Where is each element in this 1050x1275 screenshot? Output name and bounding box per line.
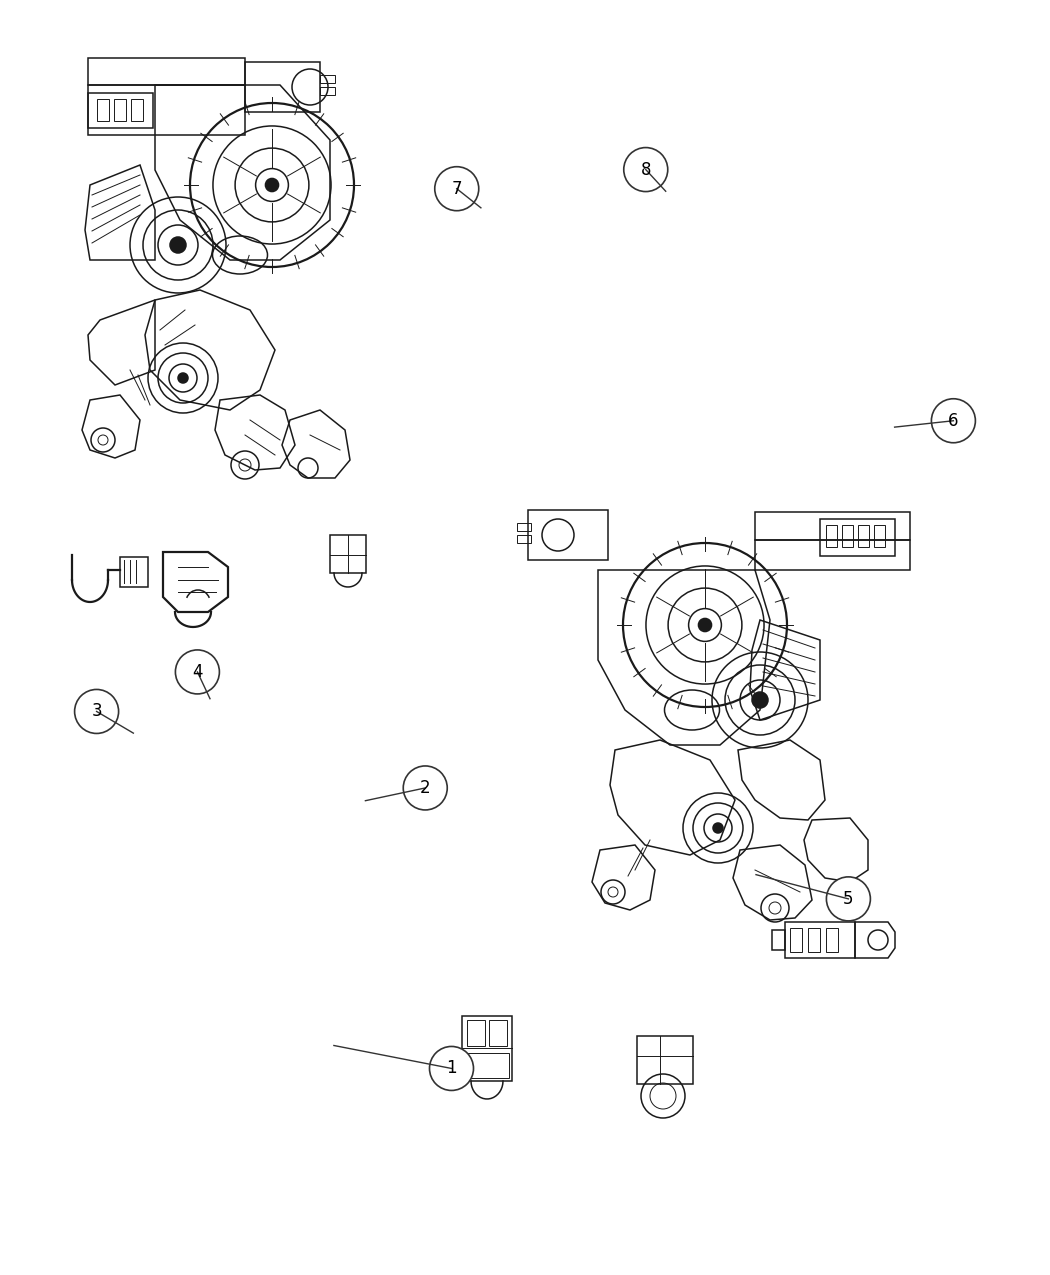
Circle shape: [75, 690, 119, 733]
Circle shape: [713, 822, 723, 833]
Bar: [330, 536, 366, 572]
Bar: [637, 1037, 693, 1084]
Bar: [842, 525, 853, 547]
Bar: [858, 525, 869, 547]
Circle shape: [175, 650, 219, 694]
Bar: [785, 922, 855, 958]
Bar: [465, 1053, 509, 1077]
Circle shape: [826, 877, 870, 921]
Bar: [114, 99, 126, 121]
Bar: [528, 510, 608, 560]
Bar: [808, 928, 820, 952]
Circle shape: [178, 374, 188, 382]
Bar: [245, 62, 320, 112]
Bar: [131, 99, 143, 121]
Text: 6: 6: [948, 412, 959, 430]
Circle shape: [435, 167, 479, 210]
Text: 2: 2: [420, 779, 430, 797]
Text: 3: 3: [91, 703, 102, 720]
Text: 7: 7: [452, 180, 462, 198]
Bar: [320, 75, 335, 83]
Bar: [462, 1016, 512, 1081]
Text: 4: 4: [192, 663, 203, 681]
Bar: [517, 523, 531, 530]
Bar: [820, 519, 895, 556]
Circle shape: [266, 179, 278, 191]
Circle shape: [624, 148, 668, 191]
Bar: [320, 87, 335, 96]
Text: 8: 8: [640, 161, 651, 179]
Bar: [790, 928, 802, 952]
Bar: [120, 557, 148, 586]
Bar: [88, 93, 153, 128]
Circle shape: [752, 692, 768, 708]
Circle shape: [170, 237, 186, 252]
Bar: [467, 1020, 485, 1045]
Bar: [97, 99, 109, 121]
Text: 1: 1: [446, 1060, 457, 1077]
Bar: [874, 525, 885, 547]
Bar: [489, 1020, 507, 1045]
Bar: [826, 525, 837, 547]
Text: 5: 5: [843, 890, 854, 908]
Circle shape: [403, 766, 447, 810]
Circle shape: [698, 618, 712, 631]
Bar: [772, 929, 785, 950]
Circle shape: [429, 1047, 474, 1090]
Bar: [517, 536, 531, 543]
Bar: [826, 928, 838, 952]
Circle shape: [931, 399, 975, 442]
